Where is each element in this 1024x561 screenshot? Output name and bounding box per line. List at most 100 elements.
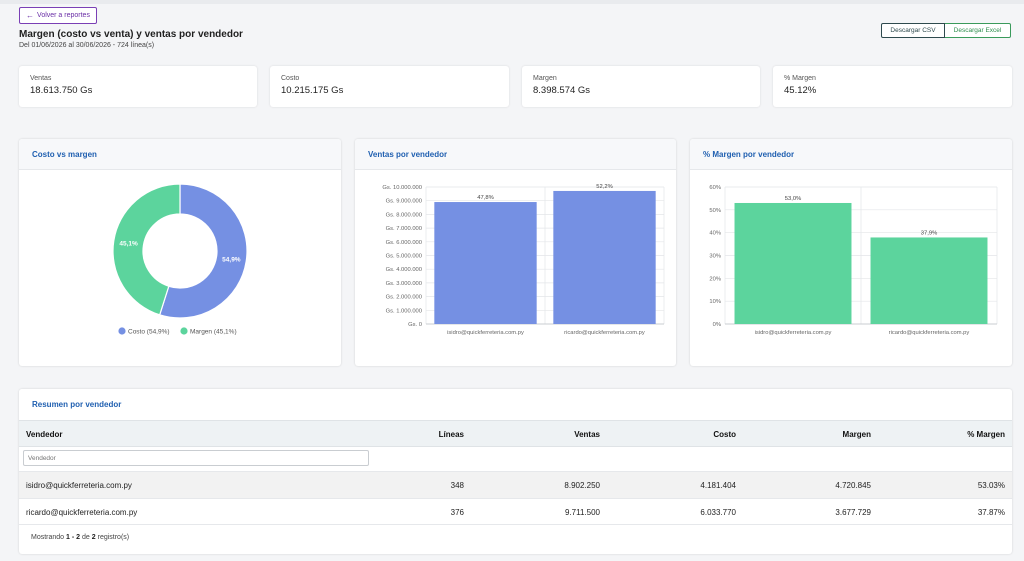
download-excel-button[interactable]: Descargar Excel bbox=[945, 23, 1011, 38]
pagination-prefix: Mostrando bbox=[31, 534, 65, 541]
table-pagination-info: Mostrando 1 - 2 de 2 registro(s) bbox=[31, 534, 129, 541]
table-header: Vendedor Líneas Ventas Costo Margen % Ma… bbox=[19, 420, 1012, 447]
bar[interactable] bbox=[434, 202, 537, 324]
summary-table-title: Resumen por vendedor bbox=[19, 389, 1012, 420]
legend-marker bbox=[180, 327, 188, 335]
back-to-reports-button[interactable]: ← Volver a reportes bbox=[19, 7, 97, 24]
y-tick-label: 60% bbox=[709, 185, 721, 191]
column-header-porc-margen[interactable]: % Margen bbox=[967, 430, 1005, 439]
kpi-costo-value: 10.215.175 Gs bbox=[281, 85, 344, 96]
y-tick-label: Gs. 4.000.000 bbox=[386, 267, 422, 273]
cell-vendedor: isidro@quickferreteria.com.py bbox=[26, 481, 132, 490]
donut-chart-title: Costo vs margen bbox=[19, 139, 341, 170]
ventas-bar-chart: Gs. 0 Gs. 1.000.000 Gs. 2.000.000 Gs. 3.000… bbox=[382, 184, 665, 336]
download-csv-button[interactable]: Descargar CSV bbox=[881, 23, 945, 38]
donut-data-label: 54,9% bbox=[222, 256, 241, 263]
cell-margen: 3.677.729 bbox=[835, 508, 871, 517]
pagination-of: de bbox=[82, 534, 90, 541]
y-tick-label: Gs. 10.000.000 bbox=[382, 185, 422, 191]
kpi-costo-card: Costo 10.215.175 Gs bbox=[270, 66, 509, 107]
margen-bar-chart: 0% 10% 20% 30% 40% 50% 60% 53,0% isidro@quickfer… bbox=[709, 185, 998, 336]
y-tick-label: Gs. 1.000.000 bbox=[386, 308, 422, 314]
ventas-chart-title: Ventas por vendedor bbox=[355, 139, 676, 170]
donut-slice-costo[interactable] bbox=[158, 183, 248, 319]
column-header-vendedor[interactable]: Vendedor bbox=[26, 430, 63, 439]
export-buttons: Descargar CSV Descargar Excel bbox=[881, 23, 1011, 38]
column-header-costo[interactable]: Costo bbox=[713, 430, 736, 439]
kpi-costo-label: Costo bbox=[281, 75, 300, 82]
cell-ventas: 9.711.500 bbox=[565, 508, 600, 517]
cell-porc-margen: 53.03% bbox=[977, 481, 1005, 490]
donut-chart-card: Costo vs margen 54,9% 45,1% Costo (54,9%) M… bbox=[19, 139, 341, 366]
donut-data-label: 45,1% bbox=[119, 241, 138, 248]
y-tick-label: 10% bbox=[709, 299, 721, 305]
y-tick-label: 50% bbox=[709, 208, 721, 214]
pagination-suffix: registro(s) bbox=[97, 534, 130, 541]
cell-ventas: 8.902.250 bbox=[564, 481, 600, 490]
table-footer-divider bbox=[19, 524, 1012, 525]
y-tick-label: Gs. 7.000.000 bbox=[386, 226, 422, 232]
y-tick-label: Gs. 5.000.000 bbox=[386, 254, 422, 260]
x-tick-label: isidro@quickferreteria.com.py bbox=[447, 330, 524, 336]
donut-chart: 54,9% 45,1% Costo (54,9%) Margen (45,1%) bbox=[112, 183, 248, 336]
y-tick-label: 30% bbox=[709, 254, 721, 260]
y-tick-label: Gs. 6.000.000 bbox=[386, 240, 422, 246]
margen-chart-card: % Margen por vendedor 0% 10% 20% 30% 40% 50% 6… bbox=[690, 139, 1012, 366]
bar[interactable] bbox=[553, 190, 656, 324]
top-bar bbox=[0, 0, 1024, 4]
y-tick-label: 40% bbox=[709, 231, 721, 237]
bar-data-label: 37,9% bbox=[921, 230, 937, 236]
cell-lineas: 376 bbox=[450, 508, 464, 517]
cell-margen: 4.720.845 bbox=[835, 481, 871, 490]
kpi-margen-label: Margen bbox=[533, 75, 557, 82]
x-tick-label: ricardo@quickferreteria.com.py bbox=[564, 330, 645, 336]
y-tick-label: Gs. 0 bbox=[408, 322, 422, 328]
legend-item[interactable]: Costo (54,9%) bbox=[128, 329, 170, 336]
kpi-margen-card: Margen 8.398.574 Gs bbox=[522, 66, 760, 107]
summary-table-card: Resumen por vendedor Vendedor Líneas Ven… bbox=[19, 389, 1012, 554]
donut-slice-margen[interactable] bbox=[112, 183, 181, 316]
back-button-label: Volver a reportes bbox=[37, 12, 90, 19]
bar-data-label: 47,8% bbox=[477, 195, 493, 201]
cell-costo: 4.181.404 bbox=[700, 481, 736, 490]
x-tick-label: ricardo@quickferreteria.com.py bbox=[889, 330, 970, 336]
pagination-total: 2 bbox=[91, 534, 96, 541]
kpi-porc-margen-card: % Margen 45.12% bbox=[773, 66, 1012, 107]
y-tick-label: Gs. 9.000.000 bbox=[386, 199, 422, 205]
margen-chart-title: % Margen por vendedor bbox=[690, 139, 1012, 170]
kpi-porc-margen-label: % Margen bbox=[784, 75, 816, 82]
legend-marker bbox=[118, 327, 126, 335]
column-header-ventas[interactable]: Ventas bbox=[574, 430, 600, 439]
vendedor-filter-input[interactable] bbox=[23, 450, 369, 466]
cell-lineas: 348 bbox=[450, 481, 464, 490]
kpi-porc-margen-value: 45.12% bbox=[784, 85, 817, 96]
y-tick-label: 20% bbox=[709, 276, 721, 282]
y-tick-label: Gs. 8.000.000 bbox=[386, 212, 422, 218]
legend-item[interactable]: Margen (45,1%) bbox=[190, 329, 237, 336]
kpi-margen-value: 8.398.574 Gs bbox=[533, 85, 591, 96]
page-subtitle: Del 01/06/2026 al 30/06/2026 - 724 línea… bbox=[19, 42, 155, 49]
column-header-lineas[interactable]: Líneas bbox=[438, 430, 464, 439]
y-tick-label: Gs. 3.000.000 bbox=[386, 281, 422, 287]
kpi-ventas-label: Ventas bbox=[30, 75, 52, 82]
bar-data-label: 52,2% bbox=[596, 184, 612, 190]
ventas-chart-card: Ventas por vendedor Gs. 0 Gs. 1.000.000 Gs… bbox=[355, 139, 676, 366]
column-header-margen[interactable]: Margen bbox=[842, 430, 871, 439]
kpi-ventas-card: Ventas 18.613.750 Gs bbox=[19, 66, 257, 107]
y-tick-label: Gs. 2.000.000 bbox=[386, 295, 422, 301]
cell-vendedor: ricardo@quickferreteria.com.py bbox=[26, 508, 138, 517]
bar[interactable] bbox=[734, 202, 852, 324]
pagination-range: 1 - 2 bbox=[66, 534, 81, 541]
cell-porc-margen: 37.87% bbox=[977, 508, 1005, 517]
filter-row bbox=[19, 447, 1012, 471]
table-row[interactable]: ricardo@quickferreteria.com.py 376 9.711… bbox=[19, 498, 1012, 525]
bar[interactable] bbox=[870, 237, 988, 324]
table-row[interactable]: isidro@quickferreteria.com.py 348 8.902.… bbox=[19, 471, 1012, 498]
cell-costo: 6.033.770 bbox=[700, 508, 736, 517]
y-tick-label: 0% bbox=[713, 322, 721, 328]
bar-data-label: 53,0% bbox=[785, 196, 801, 202]
arrow-left-icon: ← bbox=[26, 10, 35, 20]
page-title: Margen (costo vs venta) y ventas por ven… bbox=[19, 29, 243, 40]
kpi-ventas-value: 18.613.750 Gs bbox=[30, 85, 93, 96]
x-tick-label: isidro@quickferreteria.com.py bbox=[755, 330, 832, 336]
